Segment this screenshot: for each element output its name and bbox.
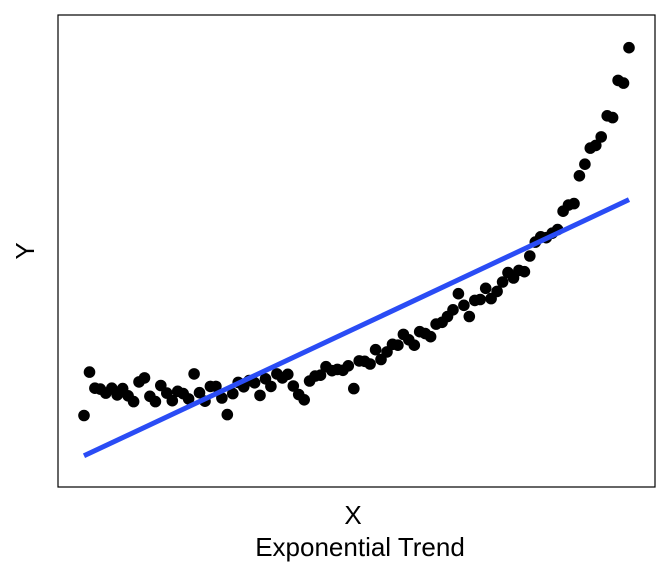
data-point	[491, 285, 503, 298]
data-point	[579, 158, 591, 170]
data-point	[166, 394, 179, 407]
data-point	[149, 395, 162, 408]
data-point	[392, 339, 404, 352]
data-point	[623, 41, 635, 54]
data-point	[138, 372, 151, 384]
data-point	[424, 330, 437, 343]
points-layer	[78, 41, 635, 422]
data-point	[265, 380, 277, 393]
data-point	[595, 131, 607, 143]
data-point	[463, 310, 476, 323]
x-axis-label: X	[344, 500, 361, 530]
data-point	[590, 139, 602, 152]
data-point	[452, 287, 465, 300]
data-point	[78, 409, 90, 422]
data-point	[227, 387, 239, 400]
trend-line	[82, 197, 631, 459]
chart-title: Exponential Trend	[255, 532, 465, 562]
y-axis-label: Y	[10, 242, 40, 259]
data-point	[254, 389, 266, 402]
data-point	[474, 293, 487, 306]
data-point	[342, 360, 355, 372]
data-point	[298, 394, 311, 406]
data-point	[364, 358, 376, 370]
data-point	[287, 380, 300, 392]
data-point	[447, 304, 459, 316]
data-point	[210, 380, 222, 393]
data-point	[606, 111, 619, 124]
data-point	[369, 343, 382, 356]
data-point	[458, 299, 470, 312]
data-point	[127, 395, 140, 408]
data-point	[221, 408, 234, 421]
data-point	[248, 377, 261, 389]
data-point	[282, 368, 294, 381]
data-point	[568, 197, 580, 210]
trend-line-layer	[82, 197, 631, 459]
data-point	[524, 250, 536, 262]
data-point	[408, 339, 421, 352]
data-point	[573, 170, 586, 182]
data-point	[193, 386, 206, 399]
data-point	[182, 393, 195, 405]
data-point	[83, 366, 96, 378]
data-point	[496, 276, 509, 288]
data-point	[348, 382, 360, 395]
data-point	[617, 77, 630, 89]
data-point	[518, 265, 531, 278]
data-point	[314, 369, 327, 382]
data-point	[188, 368, 200, 380]
data-point	[479, 282, 492, 295]
plot-frame	[57, 14, 656, 488]
